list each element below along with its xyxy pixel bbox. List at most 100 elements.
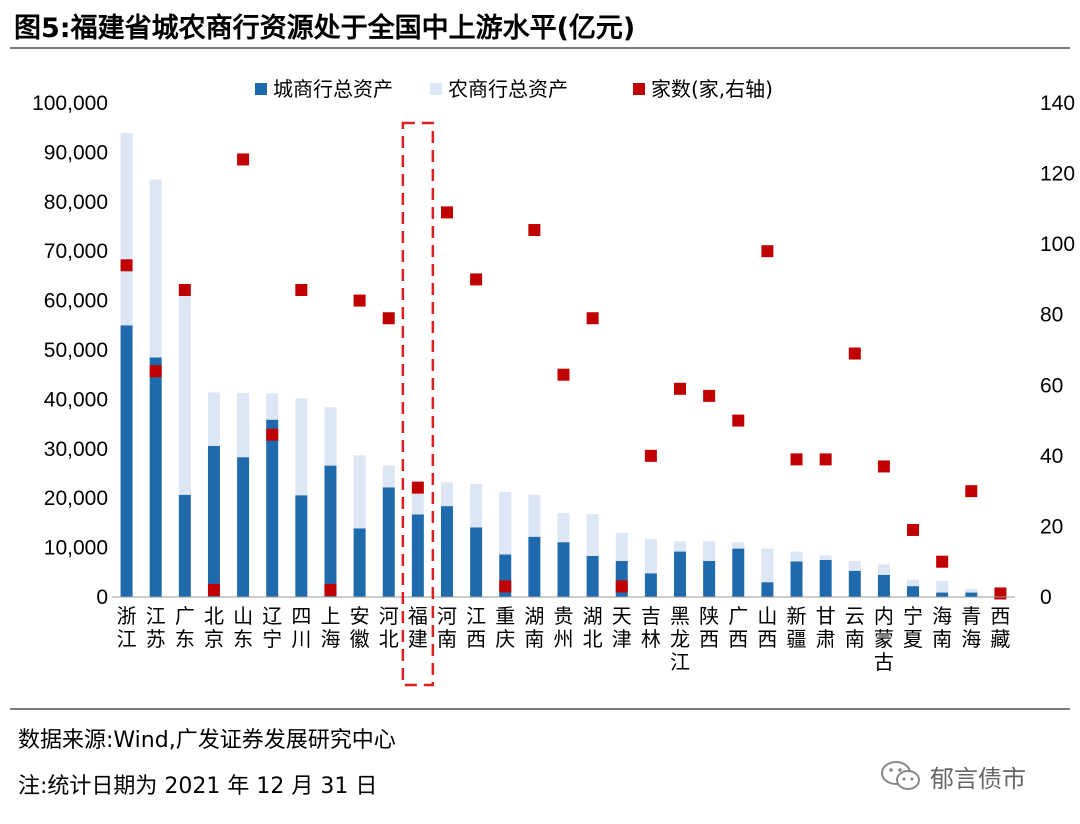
left-tick-label: 40,000 (44, 388, 108, 411)
chart-title: 图5:福建省城农商行资源处于全国中上游水平(亿元) (14, 13, 636, 44)
category-label: 上海 (320, 604, 340, 651)
category-label: 青海 (961, 604, 981, 651)
bar-city-commercial (149, 357, 162, 597)
bar-rural-commercial (324, 407, 337, 466)
category-label: 四川 (291, 604, 311, 651)
bar-rural-commercial (557, 513, 570, 543)
bar-chart: 0 10,000 20,000 30,000 40,000 50,000 60,000 70,… (32, 77, 1075, 687)
count-point (353, 294, 366, 307)
category-label: 陕西 (699, 604, 719, 651)
bar-rural-commercial (470, 483, 483, 528)
legend-label: 家数(家,右轴) (651, 77, 773, 101)
bar-city-commercial (207, 445, 220, 597)
bar-city-commercial (790, 561, 803, 597)
category-label: 湖北 (583, 604, 603, 651)
category-label: 宁夏 (903, 604, 923, 651)
watermark-text: 郁言债市 (930, 764, 1026, 793)
bar-rural-commercial (499, 491, 512, 555)
right-tick-label: 60 (1040, 374, 1063, 397)
count-point (411, 481, 424, 494)
count-point (382, 312, 395, 325)
left-tick-label: 0 (96, 586, 108, 609)
watermark: 郁言债市 (880, 758, 1026, 794)
title-divider (10, 47, 1070, 49)
category-label: 山西 (757, 604, 777, 651)
count-point (528, 224, 541, 237)
bar-city-commercial (586, 555, 599, 597)
bar-rural-commercial (353, 455, 366, 529)
category-label: 浙江 (117, 604, 137, 651)
bar-city-commercial (732, 548, 745, 597)
count-point (295, 284, 308, 297)
count-point (994, 587, 1007, 600)
category-label: 吉林 (641, 604, 661, 651)
footer-divider (10, 708, 1070, 710)
bar-rural-commercial (732, 542, 745, 549)
bar-rural-commercial (615, 532, 628, 561)
bar-rural-commercial (703, 541, 716, 561)
left-tick-label: 10,000 (44, 537, 108, 560)
category-label: 广东 (175, 604, 195, 651)
count-point (266, 428, 279, 441)
bar-rural-commercial (149, 179, 162, 358)
count-point (819, 453, 832, 466)
category-label: 山东 (233, 604, 253, 651)
right-tick-label: 20 (1040, 515, 1063, 538)
right-tick-label: 120 (1040, 163, 1075, 186)
category-label: 江西 (466, 604, 486, 651)
count-point (237, 153, 250, 166)
category-label: 甘肃 (816, 604, 836, 651)
legend-swatch (255, 83, 267, 95)
bar-rural-commercial (411, 493, 424, 515)
bar-rural-commercial (965, 589, 978, 593)
right-tick-label: 140 (1040, 92, 1075, 115)
bar-rural-commercial (207, 392, 220, 446)
category-labels: 浙江江苏广东北京山东辽宁四川上海安徽河北福建河南江西重庆湖南贵州湖北天津吉林黑龙… (117, 604, 1011, 674)
bar-city-commercial (120, 325, 133, 597)
left-tick-label: 60,000 (44, 290, 108, 313)
bar-rural-commercial (674, 541, 687, 552)
bar-city-commercial (703, 560, 716, 597)
right-tick-label: 80 (1040, 304, 1063, 327)
bar-series (120, 133, 978, 597)
category-label: 辽宁 (262, 604, 282, 651)
count-point (324, 583, 337, 596)
left-tick-label: 50,000 (44, 339, 108, 362)
source-note: 数据来源:Wind,广发证券发展研究中心 (18, 728, 396, 753)
category-label: 西藏 (990, 604, 1010, 651)
bar-rural-commercial (237, 392, 250, 458)
bar-city-commercial (761, 582, 774, 597)
left-tick-label: 20,000 (44, 487, 108, 510)
count-point (440, 206, 453, 219)
bar-city-commercial (237, 457, 250, 597)
bar-rural-commercial (790, 551, 803, 562)
bar-city-commercial (965, 592, 978, 597)
bar-city-commercial (644, 573, 657, 597)
bar-rural-commercial (586, 514, 599, 556)
legend-label: 农商行总资产 (448, 77, 568, 101)
date-note: 注:统计日期为 2021 年 12 月 31 日 (18, 774, 378, 799)
bar-rural-commercial (877, 564, 890, 575)
left-tick-label: 80,000 (44, 191, 108, 214)
bar-city-commercial (907, 586, 920, 597)
right-tick-label: 40 (1040, 445, 1063, 468)
category-label: 安徽 (350, 604, 370, 651)
bar-city-commercial (411, 514, 424, 597)
bar-city-commercial (353, 528, 366, 597)
bar-city-commercial (470, 527, 483, 597)
count-scatter-series (120, 153, 1007, 600)
category-label: 广西 (728, 604, 748, 651)
count-point (761, 245, 774, 258)
bar-rural-commercial (528, 494, 541, 537)
count-point (965, 485, 978, 498)
left-tick-label: 30,000 (44, 438, 108, 461)
category-label: 新疆 (787, 604, 807, 651)
count-point (557, 368, 570, 381)
bar-city-commercial (440, 506, 453, 597)
count-point (790, 453, 803, 466)
count-point (936, 555, 949, 568)
wechat-icon (881, 761, 920, 790)
bar-city-commercial (295, 495, 308, 597)
count-point (848, 347, 861, 360)
bar-city-commercial (382, 487, 395, 597)
